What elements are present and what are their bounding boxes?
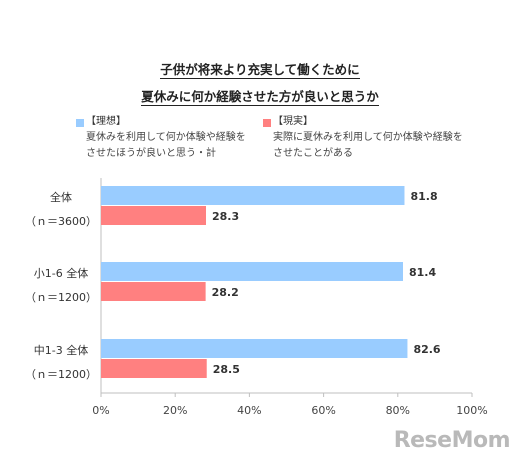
- legend-swatch-actual: [263, 119, 271, 127]
- x-tick-label: 0%: [92, 404, 109, 417]
- bar-actual-0: [101, 206, 206, 225]
- legend-item-ideal: 【理想】 夏休みを利用して何か体験や経験を させたほうが良いと思う・計: [86, 114, 246, 162]
- category-label-elementary: 小1-6 全体 （ｎ＝1200）: [16, 262, 106, 310]
- chart-title-line-2: 夏休みに何か経験させた方が良いと思うか: [141, 89, 379, 106]
- data-label-actual-0: 28.3: [212, 210, 239, 223]
- category-name: 全体: [50, 191, 72, 204]
- data-label-actual-1: 28.2: [212, 286, 239, 299]
- legend-label-ideal: 【理想】: [86, 116, 126, 127]
- category-name: 中1-3 全体: [33, 344, 89, 357]
- data-label-ideal-1: 81.4: [409, 266, 436, 279]
- bar-ideal-2: [101, 339, 408, 358]
- x-tick-label: 100%: [456, 404, 487, 417]
- legend-item-actual: 【現実】 実際に夏休みを利用して何か体験や経験を させたことがある: [273, 114, 463, 162]
- data-label-ideal-0: 81.8: [410, 190, 437, 203]
- bar-actual-1: [101, 282, 206, 301]
- legend-desc-actual-2: させたことがある: [273, 148, 353, 159]
- category-label-junior-high: 中1-3 全体 （ｎ＝1200）: [16, 339, 106, 387]
- chart-title: 子供が将来より充実して働くために 夏休みに何か経験させた方が良いと思うか: [0, 56, 520, 110]
- x-tick-label: 80%: [386, 404, 410, 417]
- category-n: （ｎ＝1200）: [25, 291, 97, 304]
- legend-desc-ideal-1: 夏休みを利用して何か体験や経験を: [86, 132, 246, 143]
- legend-desc-ideal-2: させたほうが良いと思う・計: [86, 148, 216, 159]
- x-tick-label: 60%: [311, 404, 335, 417]
- legend-swatch-ideal: [76, 119, 84, 127]
- legend-desc-actual-1: 実際に夏休みを利用して何か体験や経験を: [273, 132, 463, 143]
- chart-title-line-1: 子供が将来より充実して働くために: [160, 62, 360, 79]
- bar-ideal-1: [101, 262, 403, 281]
- category-label-all: 全体 （ｎ＝3600）: [16, 186, 106, 234]
- category-name: 小1-6 全体: [33, 267, 89, 280]
- category-n: （ｎ＝3600）: [25, 215, 97, 228]
- x-tick-label: 40%: [237, 404, 261, 417]
- bar-actual-2: [101, 359, 207, 378]
- x-tick-label: 20%: [163, 404, 187, 417]
- category-n: （ｎ＝1200）: [25, 368, 97, 381]
- data-label-actual-2: 28.5: [213, 363, 240, 376]
- data-label-ideal-2: 82.6: [413, 343, 440, 356]
- watermark-logo: ReseMom: [393, 428, 511, 453]
- bar-ideal-0: [101, 186, 405, 205]
- legend-label-actual: 【現実】: [273, 116, 313, 127]
